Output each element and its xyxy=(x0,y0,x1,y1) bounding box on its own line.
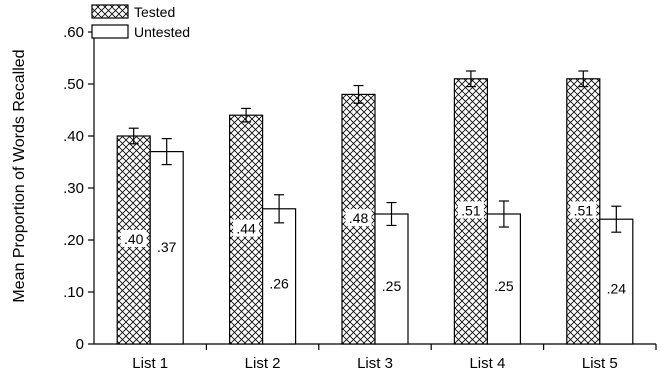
bar-untested xyxy=(149,151,184,345)
legend-swatch-tested xyxy=(91,4,129,19)
y-tick-label: .50 xyxy=(63,76,84,93)
y-tick-label: .20 xyxy=(63,232,84,249)
data-label-bg xyxy=(120,230,147,247)
data-label: .40 xyxy=(124,231,144,247)
y-tick-label: .60 xyxy=(63,24,84,41)
y-axis-label: Mean Proportion of Words Recalled xyxy=(11,49,28,302)
legend: Tested Untested xyxy=(91,4,190,40)
y-tick-label: .30 xyxy=(63,180,84,197)
data-label: .51 xyxy=(574,202,594,218)
bar-untested xyxy=(374,213,409,345)
axes: 0 .10 .20 .30 .40 .50 .60 List 1 List 2 List 3 Lis… xyxy=(63,24,657,372)
x-tick-label: List 1 xyxy=(132,355,168,372)
data-label-bg xyxy=(345,209,372,227)
x-tick-label: List 2 xyxy=(245,355,281,372)
bar-untested xyxy=(262,208,297,345)
data-label: .25 xyxy=(494,278,514,294)
legend-label: Tested xyxy=(134,4,175,20)
data-label: .26 xyxy=(269,275,289,291)
legend-swatch-untested xyxy=(91,24,129,39)
data-label: .25 xyxy=(382,278,402,294)
legend-label: Untested xyxy=(134,24,190,40)
data-label-bg xyxy=(570,201,597,219)
data-label: .24 xyxy=(607,281,627,297)
data-label: .44 xyxy=(236,221,256,237)
x-tick-label: List 4 xyxy=(469,355,505,372)
y-tick-label: .10 xyxy=(63,284,84,301)
bars: .40 .37 .44 .26 .48 .25 .51 .25 .51 .24 xyxy=(116,70,634,345)
y-tick-label: 0 xyxy=(76,336,84,353)
data-label: .37 xyxy=(157,239,177,255)
bar-untested xyxy=(486,213,521,345)
data-label-bg xyxy=(457,201,484,219)
y-tick-label: .40 xyxy=(63,128,84,145)
x-tick-label: List 5 xyxy=(582,355,618,372)
data-label-bg xyxy=(233,219,260,237)
data-label: .51 xyxy=(461,202,481,218)
data-label: .48 xyxy=(349,210,369,226)
x-tick-label: List 3 xyxy=(357,355,393,372)
